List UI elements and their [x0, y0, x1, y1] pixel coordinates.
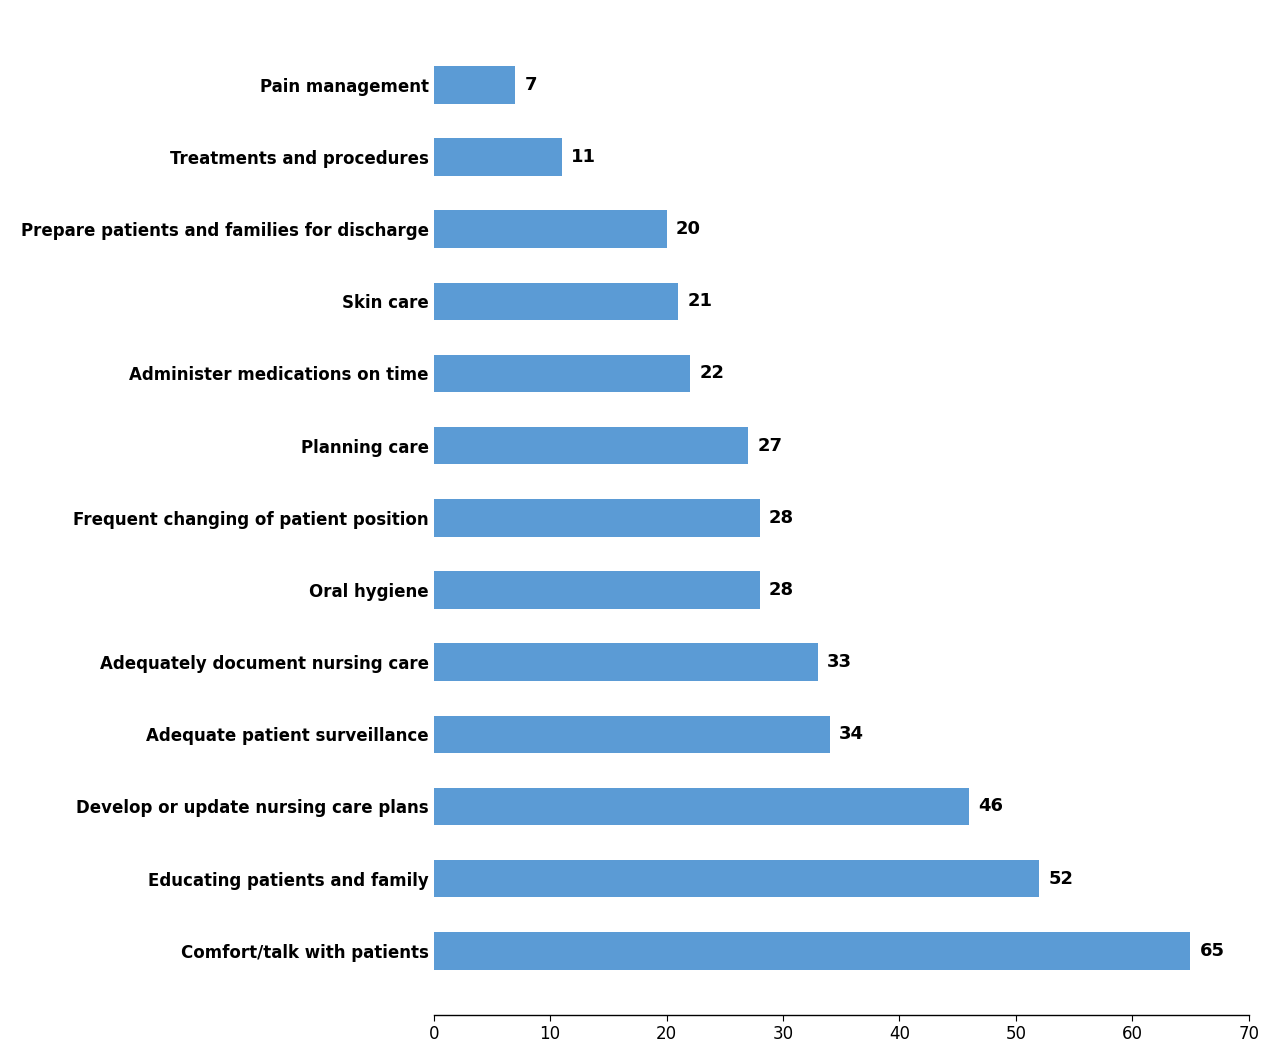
Text: 28: 28 [769, 581, 794, 599]
Text: 34: 34 [838, 726, 864, 744]
Text: 65: 65 [1199, 942, 1225, 960]
Bar [434, 499, 760, 536]
Bar [434, 787, 969, 826]
Bar [434, 932, 1190, 969]
Bar [434, 138, 562, 176]
Text: 46: 46 [979, 798, 1004, 815]
Bar [434, 571, 760, 609]
Bar [434, 644, 818, 681]
Bar [434, 427, 748, 464]
Bar [434, 283, 678, 320]
Bar [434, 211, 667, 248]
Text: 20: 20 [676, 220, 701, 238]
Text: 33: 33 [827, 653, 852, 671]
Text: 28: 28 [769, 509, 794, 527]
Text: 7: 7 [525, 76, 538, 94]
Text: 11: 11 [571, 148, 596, 166]
Text: 52: 52 [1048, 869, 1074, 887]
Text: 21: 21 [687, 293, 713, 311]
Bar [434, 860, 1039, 897]
Bar [434, 66, 515, 103]
Bar [434, 354, 690, 393]
Text: 22: 22 [699, 365, 724, 382]
Text: 27: 27 [758, 436, 782, 454]
Bar [434, 715, 829, 753]
